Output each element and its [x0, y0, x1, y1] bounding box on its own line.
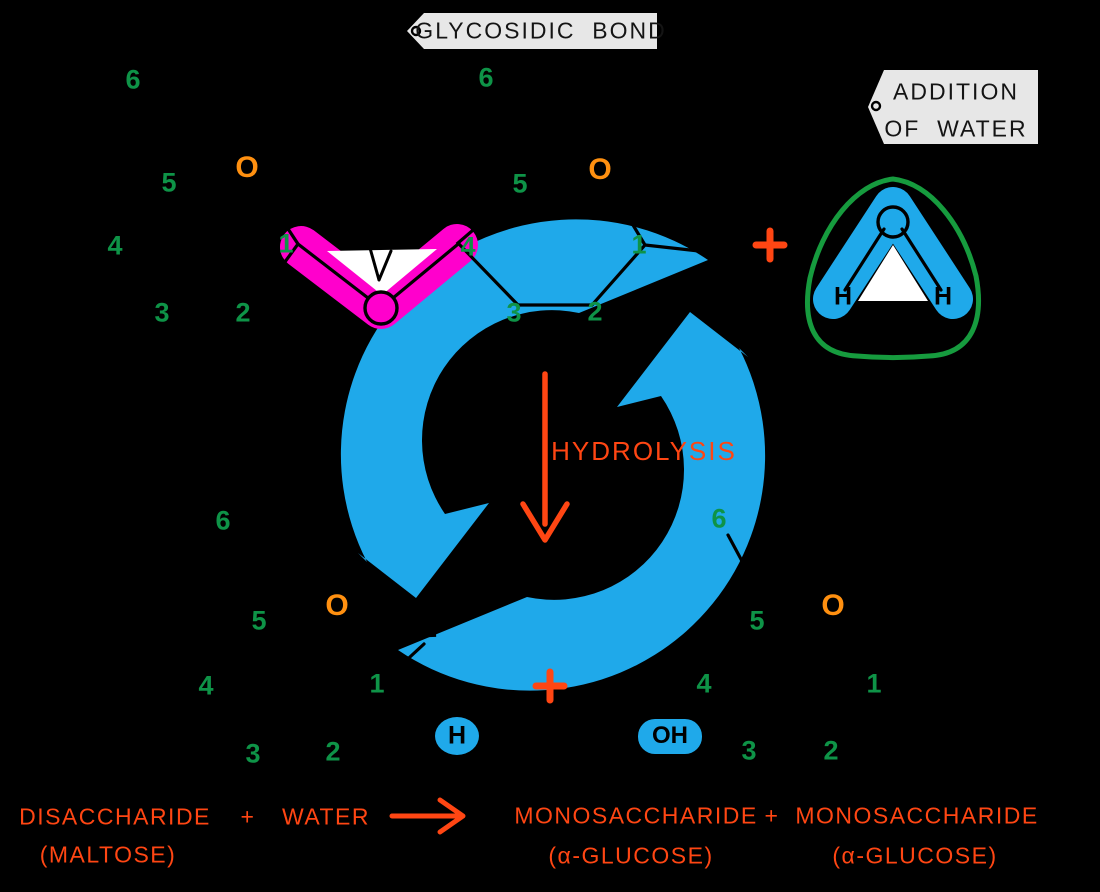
tag-hole-icon [870, 100, 882, 112]
plus-bottom-icon [532, 668, 568, 704]
carbon-number: 5 [251, 605, 267, 636]
water-molecule [805, 176, 981, 360]
hydrolysis-label: HYDROLYSIS [551, 436, 737, 466]
carbon-number: 3 [506, 297, 522, 328]
equation-maltose: (MALTOSE) [39, 841, 177, 868]
cycle-arrow-bottom [398, 312, 766, 691]
carbon-number: 3 [154, 297, 170, 328]
cycle-arrow [340, 219, 766, 691]
oh-fragment-label: OH [652, 722, 688, 749]
equation-disaccharide: DISACCHARIDE [19, 803, 211, 830]
h-fragment-oval [435, 717, 479, 755]
equation-glucose-2: (α-GLUCOSE) [832, 842, 998, 869]
water-oxygen-circle [876, 205, 910, 239]
glycosidic-bond-label: GLYCOSIDIC BOND [415, 17, 667, 44]
carbon-number: 5 [161, 167, 177, 198]
carbon-number: 2 [587, 296, 603, 327]
carbon-number: 4 [198, 670, 214, 701]
tag-shapes [407, 13, 1038, 144]
addition-of-water-label-2: OF WATER [884, 115, 1028, 142]
carbon-number: 1 [866, 668, 882, 699]
carbon-number: 1 [631, 229, 647, 260]
bond-pointer-arrow [368, 246, 393, 282]
equation-monosaccharide-1: MONOSACCHARIDE [514, 802, 758, 829]
tag-hole-icon [410, 25, 422, 37]
carbon-number: 4 [460, 231, 476, 262]
equation-plus: + [764, 802, 780, 829]
carbon-number: 6 [711, 503, 727, 534]
glycosidic-bond-tag [407, 13, 657, 49]
molecule-bonds [138, 90, 880, 744]
carbon-number: 6 [215, 505, 231, 536]
equation-monosaccharide-2: MONOSACCHARIDE [795, 802, 1039, 829]
h-fragment-label: H [447, 721, 467, 750]
water-outline [805, 176, 981, 360]
ring-oxygen-label: O [821, 589, 845, 622]
ring-oxygen-label: O [588, 153, 612, 186]
carbon-number: 6 [125, 64, 141, 95]
addition-of-water-label-1: ADDITION [893, 78, 1019, 105]
carbon-number: 6 [478, 62, 494, 93]
equation-water: WATER [282, 803, 370, 830]
equation-plus: + [240, 803, 256, 830]
carbon-number: 5 [749, 605, 765, 636]
water-bonds [843, 227, 943, 292]
carbon-number: 1 [369, 668, 385, 699]
carbon-number: 2 [823, 735, 839, 766]
plus-top-icon [752, 227, 788, 263]
water-h-label: H [933, 282, 953, 311]
water-h-label: H [833, 282, 853, 311]
equation-glucose-1: (α-GLUCOSE) [548, 842, 714, 869]
carbon-number: 4 [696, 668, 712, 699]
carbon-number: 3 [741, 735, 757, 766]
hydrolysis-arrow-icon [520, 371, 570, 543]
carbon-number: 5 [512, 168, 528, 199]
ring-oxygen-label: O [325, 589, 349, 622]
carbon-number: 2 [235, 297, 251, 328]
water-white-gap [858, 245, 928, 301]
carbon-number: 3 [245, 738, 261, 769]
c1-hydrogen-label: H [416, 623, 440, 639]
reaction-arrow-icon [389, 797, 466, 835]
bridge-oxygen-circle [363, 290, 399, 326]
addition-of-water-tag [868, 70, 1038, 144]
carbon-number: 1 [278, 228, 294, 259]
oh-fragment-oval [638, 719, 702, 754]
ring-oxygen-label: O [235, 151, 259, 184]
carbon-number: 4 [107, 230, 123, 261]
carbon-number: 2 [325, 736, 341, 767]
